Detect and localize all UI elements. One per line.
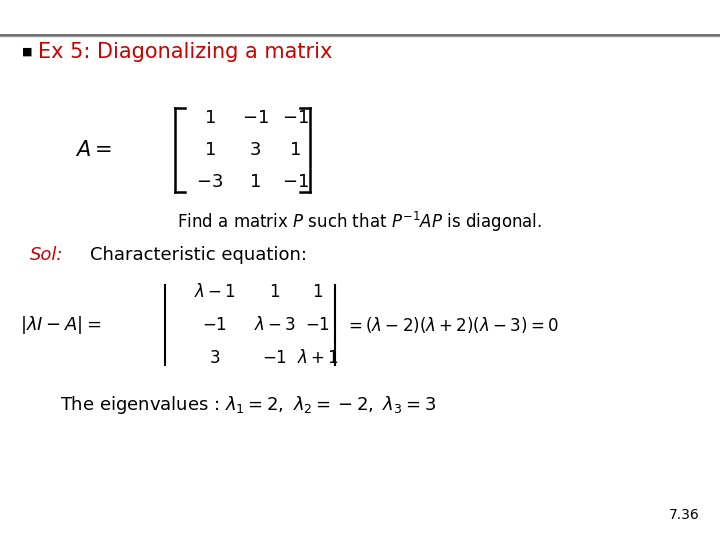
Text: $-1$: $-1$ — [242, 109, 269, 127]
Text: $3$: $3$ — [210, 349, 220, 367]
Text: 7.36: 7.36 — [670, 508, 700, 522]
Text: $-1$: $-1$ — [263, 349, 287, 367]
Text: $|\lambda I-A|=$: $|\lambda I-A|=$ — [20, 314, 101, 336]
Text: $1$: $1$ — [249, 173, 261, 191]
Text: $-1$: $-1$ — [282, 109, 308, 127]
Text: $-1$: $-1$ — [202, 316, 228, 334]
Text: Characteristic equation:: Characteristic equation: — [90, 246, 307, 264]
Text: $1$: $1$ — [312, 283, 323, 301]
Text: Find a matrix $P$ such that $P^{-1}AP$ is diagonal.: Find a matrix $P$ such that $P^{-1}AP$ i… — [177, 210, 543, 234]
Text: $\lambda+1$: $\lambda+1$ — [297, 349, 339, 367]
Text: $3$: $3$ — [249, 141, 261, 159]
Text: $A=$: $A=$ — [75, 140, 112, 160]
Text: Sol:: Sol: — [30, 246, 63, 264]
Text: Ex 5: Diagonalizing a matrix: Ex 5: Diagonalizing a matrix — [38, 42, 333, 62]
Text: $\lambda-3$: $\lambda-3$ — [254, 316, 296, 334]
Text: $=(\lambda-2)(\lambda+2)(\lambda-3)=0$: $=(\lambda-2)(\lambda+2)(\lambda-3)=0$ — [345, 315, 559, 335]
Text: ■: ■ — [22, 47, 32, 57]
Text: $1$: $1$ — [204, 109, 216, 127]
Text: $\lambda-1$: $\lambda-1$ — [194, 283, 236, 301]
Text: $-1$: $-1$ — [282, 173, 308, 191]
Text: $-1$: $-1$ — [305, 316, 330, 334]
Text: $1$: $1$ — [204, 141, 216, 159]
Text: $1$: $1$ — [289, 141, 301, 159]
Text: The eigenvalues : $\lambda_1=2,\ \lambda_2=-2,\ \lambda_3=3$: The eigenvalues : $\lambda_1=2,\ \lambda… — [60, 394, 436, 416]
Text: $-3$: $-3$ — [197, 173, 223, 191]
Text: $1$: $1$ — [269, 283, 281, 301]
